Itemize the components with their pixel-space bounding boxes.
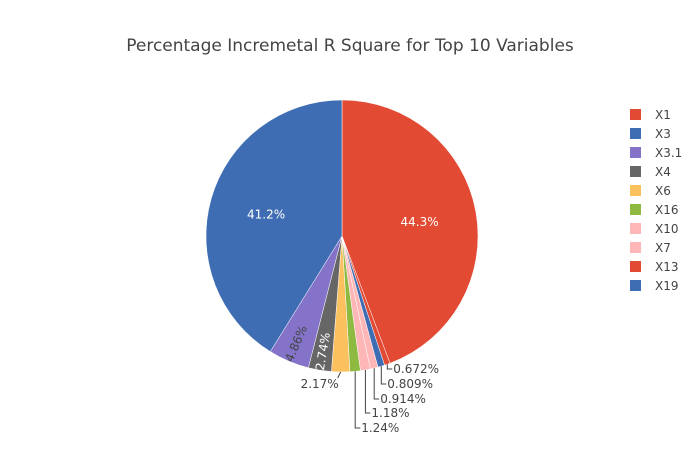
slice-label-x13: 0.672%	[393, 362, 439, 376]
slice-label-x19: 0.809%	[387, 377, 433, 391]
legend-swatch	[630, 128, 641, 139]
legend: X1 X3 X3.1 X4 X6 X16 X10 X7 X13 X19	[630, 108, 682, 293]
legend-swatch	[630, 280, 641, 291]
legend-label: X13	[655, 260, 679, 274]
pie-slices	[205, 99, 479, 373]
legend-item-x4[interactable]: X4	[630, 165, 671, 179]
pie-slice-x1	[341, 99, 479, 364]
pie-labels: 44.3%2.74%4.86%41.2%0.672%0.809%0.914%1.…	[247, 207, 439, 435]
legend-swatch	[630, 204, 641, 215]
legend-item-x3[interactable]: X3	[630, 127, 671, 141]
legend-swatch	[630, 185, 641, 196]
legend-label: X16	[655, 203, 679, 217]
legend-item-x16[interactable]: X16	[630, 203, 679, 217]
slice-label-x4: 2.74%	[313, 331, 333, 371]
legend-swatch	[630, 166, 641, 177]
legend-item-x19[interactable]: X19	[630, 279, 679, 293]
leader-line-x10	[364, 370, 371, 414]
legend-item-x3-1[interactable]: X3.1	[630, 146, 682, 160]
slice-label-x3: 41.2%	[247, 207, 285, 221]
legend-label: X7	[655, 241, 671, 255]
legend-swatch	[630, 109, 641, 120]
legend-label: X19	[655, 279, 679, 293]
chart-title: Percentage Incremetal R Square for Top 1…	[126, 36, 574, 56]
leader-line-x13	[386, 364, 393, 370]
legend-swatch	[630, 261, 641, 272]
leader-line-x16	[354, 371, 361, 429]
slice-label-x1: 44.3%	[401, 215, 439, 229]
legend-item-x13[interactable]: X13	[630, 260, 679, 274]
legend-label: X6	[655, 184, 671, 198]
slice-label-x10: 1.18%	[371, 406, 409, 420]
leader-line-x19	[380, 366, 387, 385]
legend-swatch	[630, 242, 641, 253]
legend-label: X4	[655, 165, 671, 179]
legend-label: X3.1	[655, 146, 682, 160]
leader-line-x7	[373, 368, 380, 400]
legend-item-x1[interactable]: X1	[630, 108, 671, 122]
legend-label: X10	[655, 222, 679, 236]
legend-item-x6[interactable]: X6	[630, 184, 671, 198]
leader-line-x6	[337, 371, 342, 379]
legend-label: X1	[655, 108, 671, 122]
legend-swatch	[630, 223, 641, 234]
slice-label-x16: 1.24%	[361, 421, 399, 435]
slice-label-x6: 2.17%	[301, 377, 339, 391]
pie-slice-x3	[205, 99, 343, 352]
legend-label: X3	[655, 127, 671, 141]
legend-item-x10[interactable]: X10	[630, 222, 679, 236]
legend-swatch	[630, 147, 641, 158]
legend-item-x7[interactable]: X7	[630, 241, 671, 255]
slice-label-x7: 0.914%	[380, 392, 426, 406]
